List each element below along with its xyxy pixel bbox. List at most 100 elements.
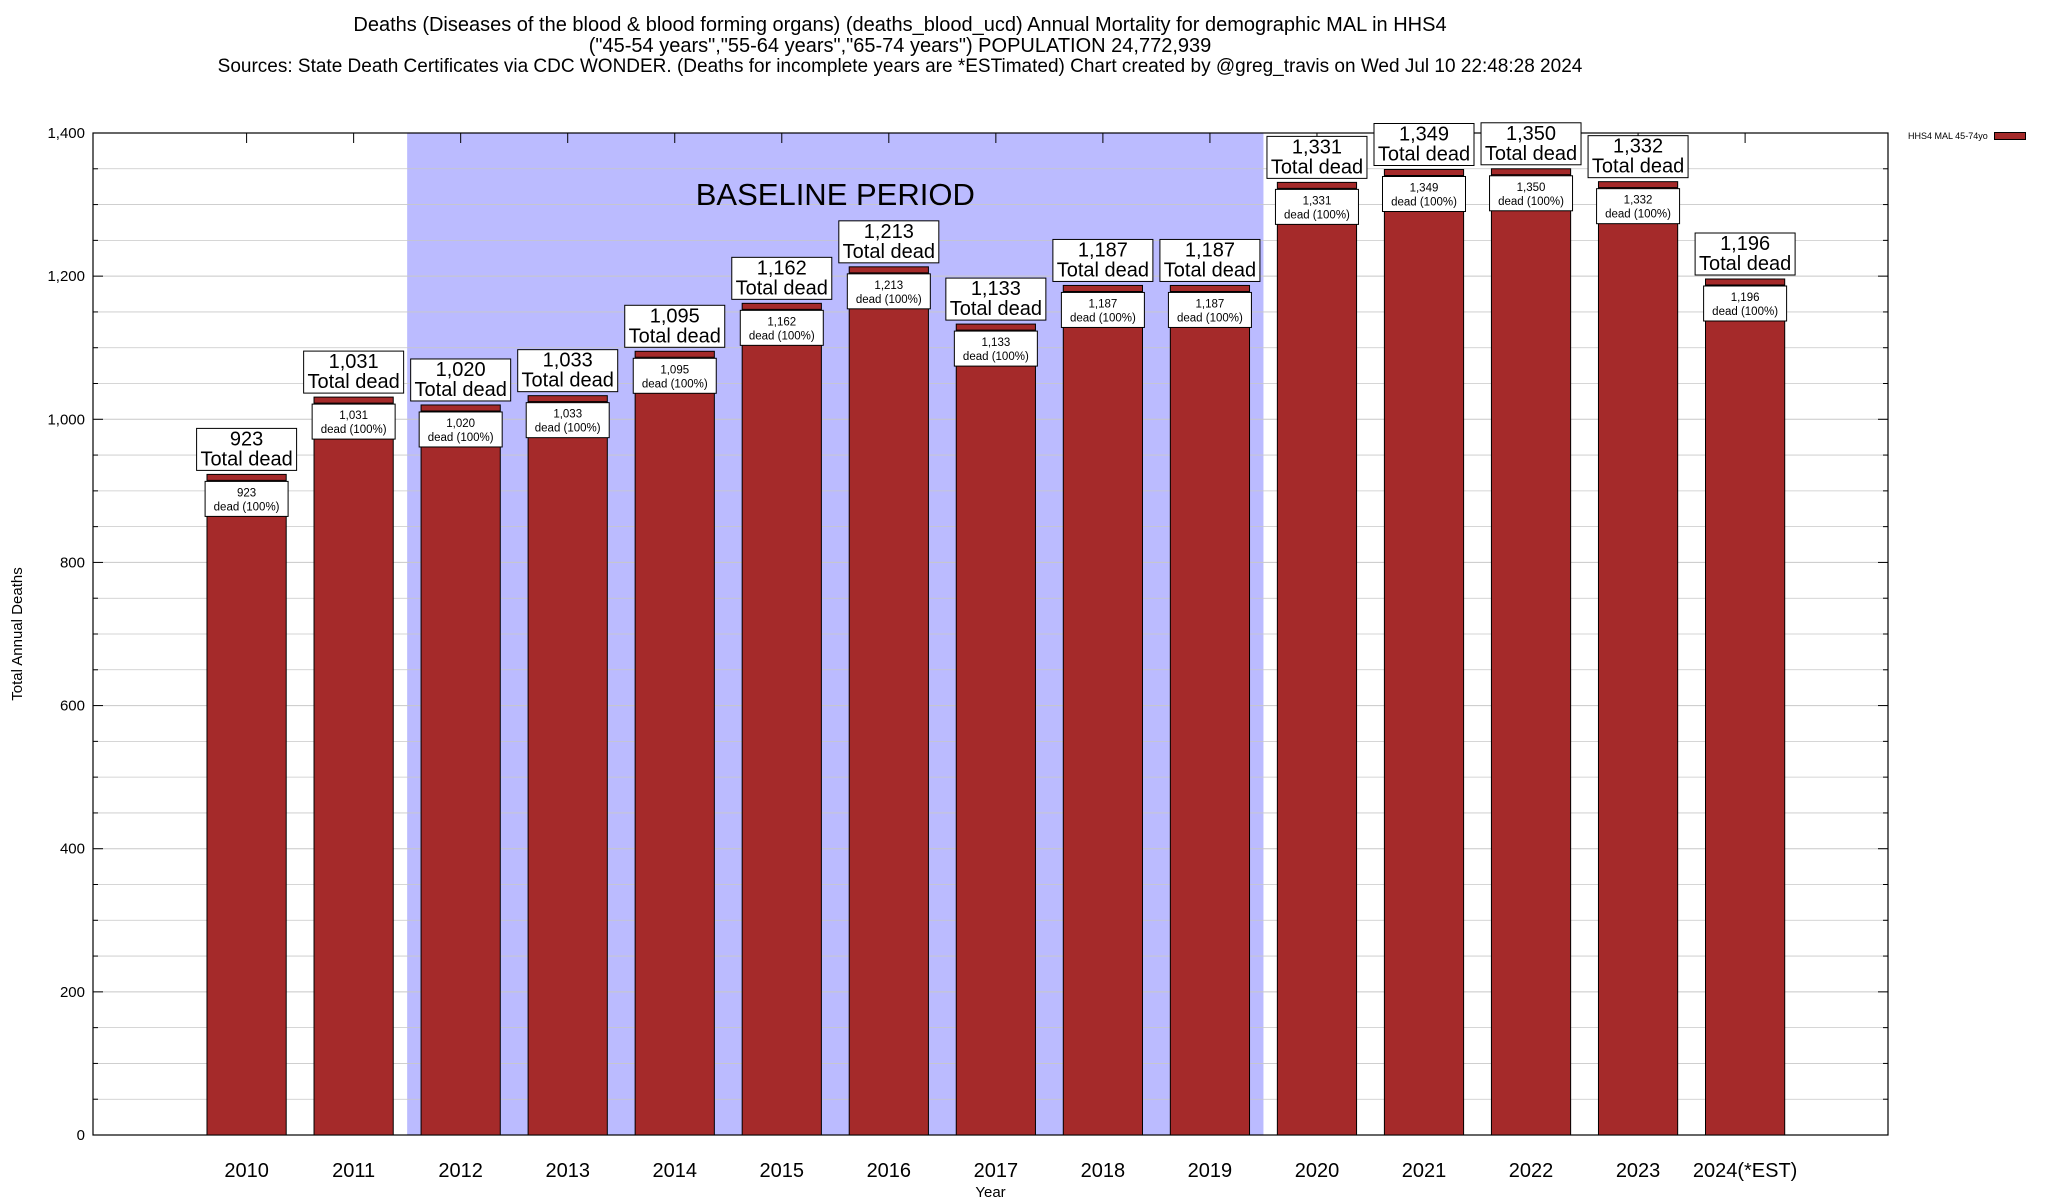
bar <box>527 395 608 1136</box>
chart-title: Deaths (Diseases of the blood & blood fo… <box>353 14 1447 36</box>
x-tick-label: 2010 <box>224 1160 269 1182</box>
x-tick-label: 2022 <box>1509 1160 1554 1182</box>
total-dead-label: Total dead <box>1699 253 1791 275</box>
total-label-box <box>1480 122 1582 166</box>
inner-value-label: 1,162 <box>767 316 796 328</box>
legend-swatch <box>1993 132 2026 140</box>
inner-value-label: 1,020 <box>446 418 475 430</box>
x-tick-label: 2016 <box>867 1160 912 1182</box>
inner-label-box <box>1381 176 1466 213</box>
inner-label-box <box>1274 188 1359 225</box>
inner-label-box <box>418 411 503 448</box>
x-tick-label: 2013 <box>545 1160 590 1182</box>
inner-dead-label: dead (100%) <box>1070 312 1136 324</box>
inner-value-label: 1,349 <box>1410 183 1439 195</box>
inner-value-label: 1,031 <box>339 410 368 422</box>
y-tick-label: 600 <box>60 698 85 715</box>
bar <box>634 350 715 1136</box>
total-label-box <box>303 350 405 394</box>
total-label-box <box>945 277 1047 321</box>
inner-label-box <box>1703 285 1788 322</box>
x-tick-label: 2017 <box>974 1160 1019 1182</box>
inner-dead-label: dead (100%) <box>428 432 494 444</box>
inner-dead-label: dead (100%) <box>1284 209 1350 221</box>
y-tick-label: 0 <box>77 1127 85 1144</box>
inner-dead-label: dead (100%) <box>321 424 387 436</box>
legend-label: HHS4 MAL 45-74yo <box>1908 131 1988 141</box>
bar <box>420 404 501 1136</box>
total-value-label: 1,133 <box>971 278 1021 300</box>
total-dead-label: Total dead <box>522 370 614 392</box>
x-axis-label: Year <box>975 1184 1005 1200</box>
bar <box>741 302 822 1136</box>
total-dead-label: Total dead <box>629 325 721 347</box>
total-dead-label: Total dead <box>950 298 1042 320</box>
total-value-label: 1,196 <box>1720 233 1770 255</box>
inner-label-box <box>1167 291 1252 328</box>
inner-dead-label: dead (100%) <box>1605 209 1671 221</box>
total-label-box <box>731 256 833 300</box>
total-dead-label: Total dead <box>200 448 292 470</box>
y-tick-label: 1,200 <box>47 268 85 285</box>
inner-value-label: 1,095 <box>660 364 689 376</box>
x-tick-label: 2014 <box>652 1160 697 1182</box>
total-label-box <box>1587 135 1689 179</box>
inner-value-label: 923 <box>237 487 256 499</box>
inner-dead-label: dead (100%) <box>535 423 601 435</box>
y-tick-label: 1,400 <box>47 125 85 142</box>
bar <box>1276 181 1358 1136</box>
x-tick-label: 2012 <box>438 1160 483 1182</box>
bar <box>206 473 287 1136</box>
y-tick-label: 1,000 <box>47 411 85 428</box>
inner-dead-label: dead (100%) <box>1177 312 1243 324</box>
inner-dead-label: dead (100%) <box>1712 306 1778 318</box>
inner-dead-label: dead (100%) <box>214 501 280 513</box>
x-tick-label: 2018 <box>1081 1160 1126 1182</box>
inner-dead-label: dead (100%) <box>856 294 922 306</box>
total-label-box <box>838 220 940 264</box>
total-value-label: 1,033 <box>543 350 593 372</box>
y-tick-label: 200 <box>60 984 85 1001</box>
x-tick-label: 2015 <box>760 1160 805 1182</box>
x-tick-label: 2023 <box>1616 1160 1661 1182</box>
inner-value-label: 1,331 <box>1303 195 1332 207</box>
total-value-label: 1,332 <box>1613 136 1663 158</box>
inner-label-box <box>204 480 289 517</box>
inner-label-box <box>1060 291 1145 328</box>
x-tick-label: 2024(*EST) <box>1693 1160 1798 1182</box>
inner-label-box <box>739 309 824 346</box>
chart-source-line: Sources: State Death Certificates via CD… <box>217 56 1583 77</box>
total-label-box <box>1159 238 1261 282</box>
total-value-label: 1,213 <box>864 221 914 243</box>
total-dead-label: Total dead <box>843 241 935 263</box>
inner-label-box <box>846 273 931 310</box>
total-value-label: 1,331 <box>1292 136 1342 158</box>
inner-dead-label: dead (100%) <box>963 351 1029 363</box>
total-value-label: 1,095 <box>650 305 700 327</box>
inner-value-label: 1,187 <box>1088 298 1117 310</box>
inner-label-box <box>311 403 396 440</box>
inner-dead-label: dead (100%) <box>1391 197 1457 209</box>
total-dead-label: Total dead <box>307 371 399 393</box>
total-label-box <box>410 358 512 402</box>
total-dead-label: Total dead <box>1592 156 1684 178</box>
total-value-label: 1,349 <box>1399 124 1449 146</box>
inner-value-label: 1,133 <box>981 337 1010 349</box>
total-value-label: 1,020 <box>436 359 486 381</box>
total-dead-label: Total dead <box>415 379 507 401</box>
bar <box>1169 284 1251 1136</box>
total-label-box <box>1694 232 1796 276</box>
total-dead-label: Total dead <box>1378 144 1470 166</box>
bar <box>1383 169 1465 1136</box>
legend: HHS4 MAL 45-74yo <box>1908 131 2026 141</box>
inner-label-box <box>953 330 1038 367</box>
bar <box>1490 168 1572 1136</box>
inner-value-label: 1,196 <box>1731 292 1760 304</box>
chart-subtitle: ("45-54 years","55-64 years","65-74 year… <box>588 35 1212 57</box>
x-tick-label: 2011 <box>332 1160 375 1182</box>
x-tick-label: 2019 <box>1188 1160 1233 1182</box>
total-dead-label: Total dead <box>1057 259 1149 281</box>
inner-label-box <box>525 402 610 439</box>
inner-value-label: 1,350 <box>1517 182 1546 194</box>
